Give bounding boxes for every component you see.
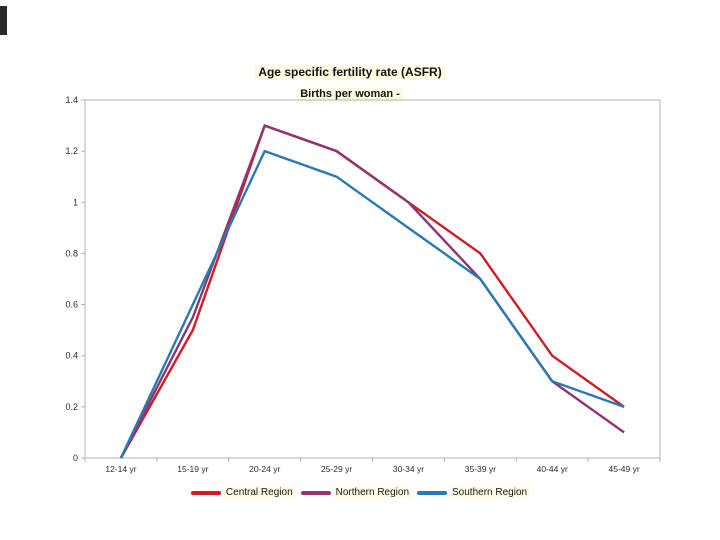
- y-tick-label: 1.2: [65, 146, 78, 156]
- y-tick-label: 0: [73, 453, 78, 463]
- legend-item: Southern Region: [417, 487, 530, 498]
- chart-title-block: Age specific fertility rate (ASFR) Birth…: [0, 62, 700, 103]
- legend-label: Northern Region: [333, 487, 412, 498]
- chart-legend: Central Region Northern Region Southern Re…: [0, 487, 720, 498]
- window-corner-artifact: [0, 6, 7, 35]
- legend-item: Northern Region: [300, 487, 412, 498]
- series-line-southern-region: [119, 149, 625, 459]
- x-category-label: 40-44 yr: [537, 464, 568, 474]
- y-tick-label: 0.2: [65, 402, 78, 412]
- legend-item: Central Region: [190, 487, 295, 498]
- y-tick-label: 1.4: [65, 95, 78, 105]
- y-tick-label: 0.6: [65, 300, 78, 310]
- x-category-label: 12-14 yr: [105, 464, 136, 474]
- chart-subtitle: Births per woman -: [297, 88, 403, 102]
- x-category-label: 35-39 yr: [465, 464, 496, 474]
- series-line-northern-region: [119, 124, 625, 459]
- plot-border: [84, 99, 661, 459]
- x-category-label: 20-24 yr: [249, 464, 280, 474]
- legend-line-swatch: [190, 490, 221, 495]
- x-category-label: 45-49 yr: [608, 464, 639, 474]
- chart-subtitle-row: Births per woman -: [0, 83, 700, 103]
- x-category-label: 15-19 yr: [177, 464, 208, 474]
- legend-label: Central Region: [223, 487, 295, 498]
- y-tick-label: 0.4: [65, 351, 78, 361]
- legend-line-swatch: [417, 490, 448, 495]
- y-tick-label: 0.8: [65, 248, 78, 258]
- legend-line-swatch: [300, 490, 331, 495]
- legend-label: Southern Region: [450, 487, 530, 498]
- x-category-label: 25-29 yr: [321, 464, 352, 474]
- y-tick-label: 1: [73, 197, 78, 207]
- chart-title: Age specific fertility rate (ASFR): [255, 65, 445, 80]
- x-category-label: 30-34 yr: [393, 464, 424, 474]
